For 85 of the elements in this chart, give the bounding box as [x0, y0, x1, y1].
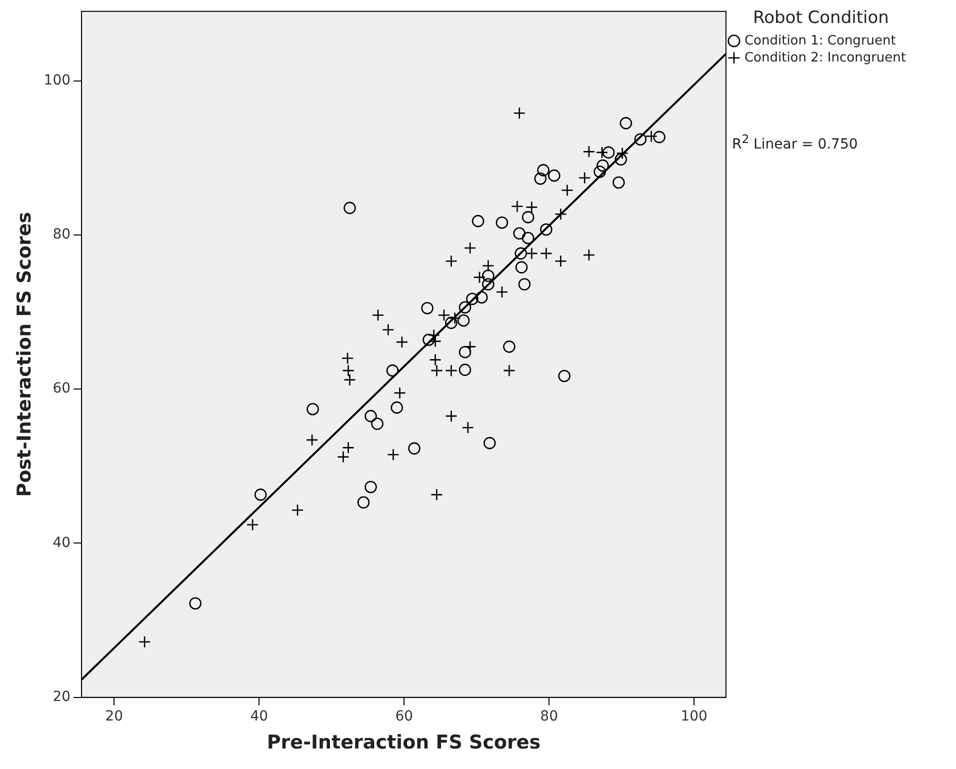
point [386, 364, 399, 377]
point [482, 270, 494, 282]
point [482, 278, 494, 290]
point [458, 346, 472, 358]
point [540, 223, 552, 236]
x-tick-label: 60 [395, 708, 414, 724]
point [466, 292, 478, 306]
point [596, 159, 609, 172]
point [582, 146, 596, 158]
point [464, 242, 476, 254]
point [438, 308, 450, 322]
point [594, 166, 606, 178]
point [246, 518, 259, 531]
point [503, 340, 516, 353]
y-tick-label: 80 [52, 226, 71, 243]
point [371, 418, 384, 430]
y-tick-label: 20 [52, 689, 71, 706]
point [138, 636, 151, 648]
point [612, 176, 625, 189]
x-tick-label: 80 [540, 708, 558, 724]
point [291, 504, 304, 516]
point [503, 364, 516, 377]
point [496, 216, 508, 229]
point [513, 227, 526, 240]
point [476, 291, 488, 304]
y-tick-label: 100 [44, 72, 71, 88]
point [457, 314, 470, 327]
point [596, 146, 608, 159]
point [515, 261, 528, 274]
point [254, 488, 267, 501]
point [522, 232, 534, 244]
legend-label: Condition 2: Incongruent [744, 50, 906, 66]
point [364, 480, 377, 494]
point [537, 164, 550, 176]
point [408, 442, 420, 455]
point [364, 410, 377, 422]
point [578, 172, 591, 184]
point [526, 247, 538, 260]
point [445, 364, 458, 377]
point [396, 336, 408, 348]
point [357, 496, 370, 509]
point [390, 401, 404, 414]
point [422, 334, 435, 346]
point [189, 597, 202, 610]
point [458, 364, 472, 376]
point [534, 172, 547, 185]
point [653, 130, 666, 144]
point [496, 286, 508, 298]
point [634, 133, 647, 146]
point [344, 202, 356, 214]
point [306, 434, 318, 446]
point [430, 364, 443, 377]
point [421, 302, 434, 314]
point [558, 370, 570, 382]
y-axis-title: Post-Interaction FS Scores [13, 212, 36, 497]
x-tick-label: 100 [680, 708, 708, 724]
point [518, 278, 531, 290]
point [341, 352, 354, 364]
point [372, 308, 384, 322]
legend-title: Robot Condition [753, 8, 889, 28]
point [306, 402, 319, 416]
point [582, 248, 596, 262]
y-tick-label: 60 [52, 380, 71, 397]
point [337, 450, 350, 464]
point [483, 436, 496, 450]
y-tick-label: 40 [52, 534, 71, 551]
point [548, 169, 560, 182]
point [522, 211, 534, 224]
x-axis-title: Pre-Interaction FS Scores [266, 732, 541, 754]
point [458, 301, 472, 314]
point [445, 410, 458, 422]
point [394, 386, 406, 400]
point [602, 146, 615, 159]
text: R$^{2}$ Linear = 0.750 [732, 132, 858, 153]
point [445, 316, 458, 329]
x-tick-label: 20 [105, 708, 124, 724]
point [462, 421, 474, 434]
point [514, 247, 527, 260]
point [620, 117, 632, 130]
point [540, 247, 552, 260]
point [614, 153, 628, 166]
point [342, 364, 354, 377]
point [472, 214, 484, 228]
legend-label: Condition 1: Congruent [744, 33, 896, 48]
x-tick-label: 40 [250, 708, 268, 724]
